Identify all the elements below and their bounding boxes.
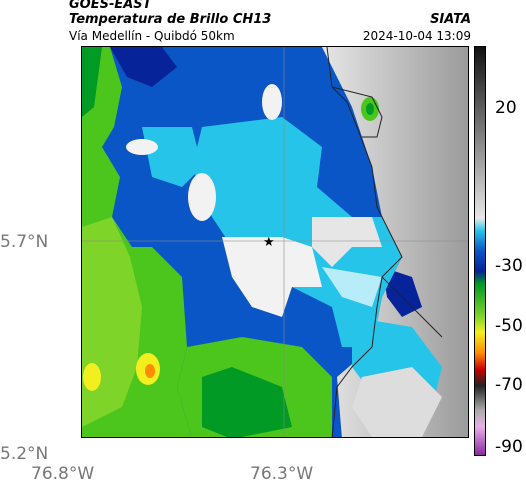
- warm-white-south: [352, 367, 442, 437]
- lon-tick-76.8: 76.8°W: [31, 464, 95, 484]
- star-marker[interactable]: ★: [263, 235, 275, 250]
- satellite-title: GOES-EAST: [69, 0, 152, 12]
- colorbar: [474, 46, 486, 456]
- border-east: [381, 276, 443, 338]
- deep-green-patch-nw: [82, 47, 102, 117]
- warm-white-center: [222, 237, 322, 317]
- satellite-map[interactable]: ★: [81, 46, 469, 438]
- dark-blue-patch-east: [382, 267, 422, 317]
- warm-white-hole-north: [262, 84, 282, 120]
- warm-white-centereast: [312, 217, 382, 267]
- core-yellow-edge: [83, 363, 101, 391]
- light-cyan-fringe: [322, 267, 382, 307]
- cyan-cloud-west: [142, 127, 202, 187]
- warm-white-hole-nw: [126, 139, 158, 155]
- colorbar-gradient: [475, 47, 485, 455]
- lat-tick-5.7: 5.7°N: [0, 232, 49, 252]
- coldest-core-orange: [145, 364, 155, 378]
- lon-tick-76.3: 76.3°W: [250, 464, 314, 484]
- datetime-label: 2024-10-04 13:09: [362, 29, 471, 43]
- warm-white-hole-west: [188, 173, 216, 221]
- department-border: [326, 47, 403, 437]
- region-subtitle: Vía Medellín - Quibdó 50km: [69, 29, 235, 43]
- colorbar-tick-20: 20: [495, 98, 517, 118]
- deep-green-south: [202, 367, 292, 437]
- colorbar-tick-minus30: -30: [495, 256, 523, 276]
- colorbar-tick-minus70: -70: [495, 375, 523, 395]
- dark-blue-band-north: [110, 47, 177, 87]
- colorbar-tick-minus90: -90: [495, 437, 523, 457]
- green-cell-core: [366, 103, 374, 115]
- lat-tick-5.2: 5.2°N: [0, 444, 49, 464]
- agency-label: SIATA: [430, 12, 471, 27]
- colorbar-tick-minus50: -50: [495, 316, 523, 336]
- map-canvas: ★: [82, 47, 468, 437]
- river-border-north: [331, 86, 383, 138]
- product-title: Temperatura de Brillo CH13: [69, 12, 272, 27]
